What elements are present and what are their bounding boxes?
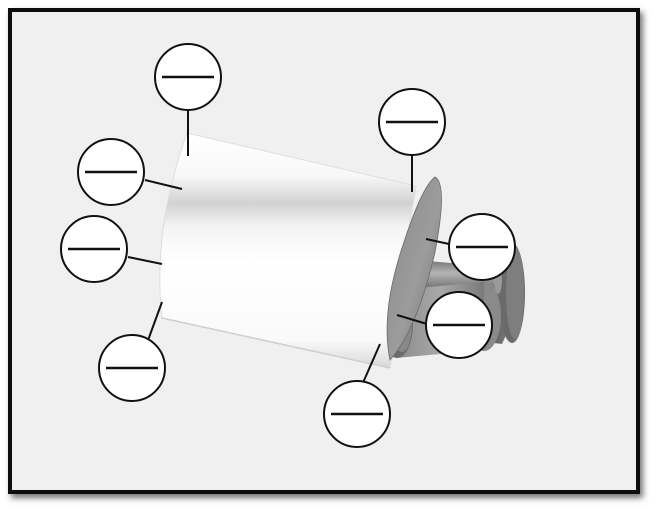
callouts (60, 43, 516, 448)
callout-upper-left-middle (77, 138, 145, 206)
flange-disk (386, 176, 442, 361)
leader-line-lower-left (146, 301, 163, 344)
callout-bottom-center (323, 380, 391, 448)
leader-lines (127, 111, 450, 386)
callout-lower-left (98, 334, 166, 402)
diagram-frame (8, 8, 640, 494)
callout-top-right (378, 88, 446, 156)
callout-right-lower (425, 291, 493, 359)
leader-line-left-middle (127, 256, 163, 265)
cylinder-assembly-diagram (12, 12, 636, 490)
main-cylinder-body (159, 132, 417, 369)
callout-right-upper (448, 213, 516, 281)
leader-line-upper-left-middle (144, 179, 183, 190)
leader-line-right-lower (396, 314, 428, 325)
callout-left-middle (60, 215, 128, 283)
leader-line-right-upper (425, 238, 450, 245)
leader-line-bottom-center (361, 343, 381, 386)
callout-upper-left-top (154, 43, 222, 111)
